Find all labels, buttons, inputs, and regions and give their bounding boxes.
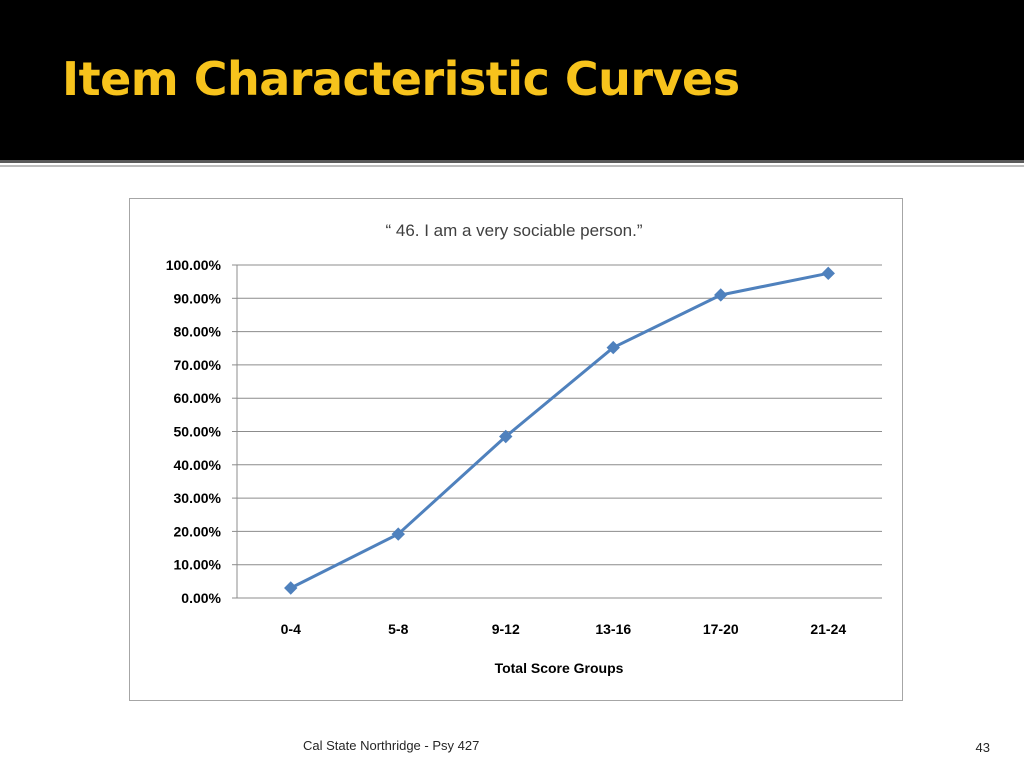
divider-rule xyxy=(0,160,1024,163)
x-tick-label: 9-12 xyxy=(492,621,520,637)
x-tick-label: 17-20 xyxy=(703,621,739,637)
y-tick-label: 60.00% xyxy=(174,390,222,406)
chart-title: “ 46. I am a very sociable person.” xyxy=(385,221,642,240)
y-tick-label: 20.00% xyxy=(174,523,222,539)
page-number: 43 xyxy=(975,740,990,755)
data-point-marker xyxy=(284,581,298,595)
footer-text: Cal State Northridge - Psy 427 xyxy=(303,738,480,753)
series xyxy=(284,266,835,595)
x-axis-title: Total Score Groups xyxy=(495,660,624,676)
y-tick-label: 40.00% xyxy=(174,457,222,473)
x-tick-label: 21-24 xyxy=(810,621,846,637)
y-tick-label: 100.00% xyxy=(166,257,222,273)
x-tick-label: 13-16 xyxy=(595,621,631,637)
title-bar: Item Characteristic Curves xyxy=(0,0,1024,160)
data-point-marker xyxy=(606,340,620,355)
slide-title: Item Characteristic Curves xyxy=(62,52,740,106)
series-line xyxy=(290,271,829,590)
y-tick-label: 0.00% xyxy=(181,590,221,606)
line-chart: “ 46. I am a very sociable person.” 0.00… xyxy=(166,221,882,676)
data-point-marker xyxy=(714,288,728,302)
y-tick-label: 70.00% xyxy=(174,357,222,373)
y-axis-ticks: 0.00% 10.00% 20.00% 30.00% 40.00% 50.00% 60.00… xyxy=(166,257,222,606)
y-tick-label: 30.00% xyxy=(174,490,222,506)
gridlines xyxy=(232,264,882,599)
divider-rule-light xyxy=(0,165,1024,167)
chart-frame: “ 46. I am a very sociable person.” 0.00… xyxy=(129,198,903,701)
x-axis-ticks: 0-4 5-8 9-12 13-16 17-20 21-24 xyxy=(281,621,847,637)
y-tick-label: 80.00% xyxy=(174,324,222,340)
data-point-marker xyxy=(499,429,513,444)
data-point-marker xyxy=(391,527,405,541)
y-tick-label: 50.00% xyxy=(174,424,222,440)
x-tick-label: 0-4 xyxy=(281,621,301,637)
x-tick-label: 5-8 xyxy=(388,621,408,637)
data-point-marker xyxy=(821,266,835,281)
y-tick-label: 90.00% xyxy=(174,290,222,306)
y-tick-label: 10.00% xyxy=(174,557,222,573)
